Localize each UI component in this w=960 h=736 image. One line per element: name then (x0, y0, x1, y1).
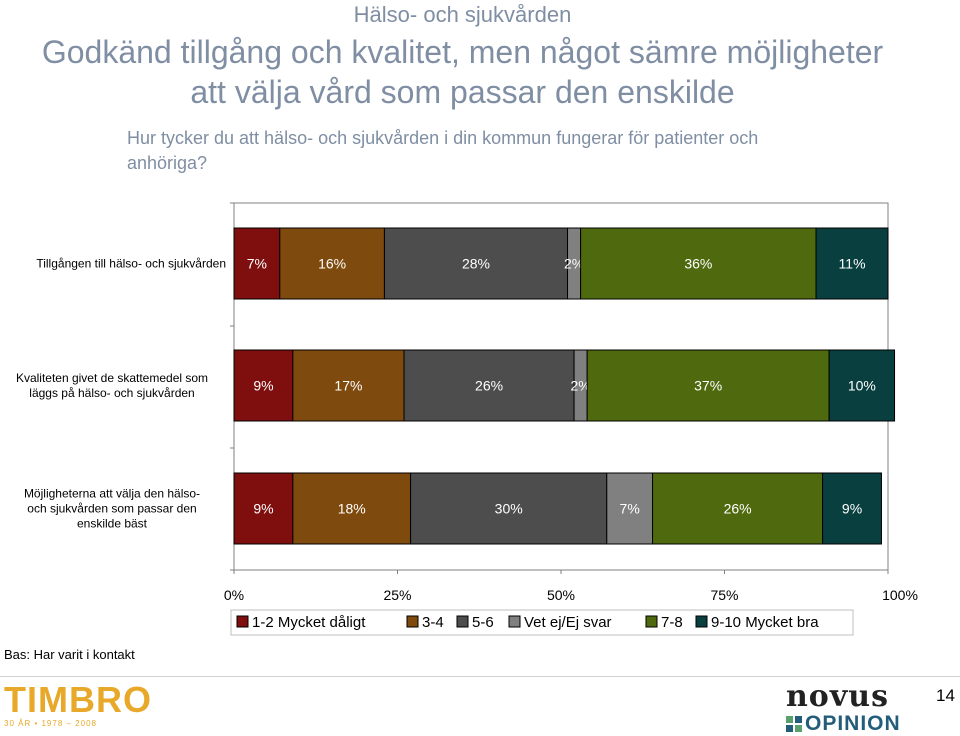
novus-opinion-logo: novus OPINION (786, 682, 916, 736)
survey-question: Hur tycker du att hälso- och sjukvården … (127, 126, 807, 176)
category-label: och sjukvården som passar den (27, 502, 196, 516)
data-label: 26% (724, 501, 752, 517)
headline-line-2: att välja vård som passar den enskilde (190, 74, 735, 110)
category-label: Kvaliteten givet de skattemedel som (16, 371, 208, 385)
novus-wordmark: novus (786, 679, 889, 714)
legend-box (230, 609, 854, 636)
headline: Godkänd tillgång och kvalitet, men något… (0, 32, 925, 112)
section-title: Hälso- och sjukvården (353, 2, 572, 27)
legend-label: 3-4 (422, 614, 444, 631)
question-line-2: anhöriga? (127, 153, 208, 173)
stacked-bar-chart: Tillgången till hälso- och sjukvården 7% 1… (16, 202, 918, 636)
bar-segment (292, 472, 412, 545)
data-label: 7% (247, 256, 267, 272)
timbro-tagline: 30 ÅR • 1978 – 2008 (4, 719, 97, 728)
category-label: Tillgången till hälso- och sjukvården (36, 257, 226, 271)
data-label: 37% (694, 378, 722, 394)
legend-swatch (236, 615, 249, 628)
data-label: 7% (620, 501, 640, 517)
data-label: 2% (564, 256, 584, 272)
bar-segment (279, 227, 385, 300)
legend-label: 9-10 Mycket bra (711, 614, 819, 631)
legend-swatch (456, 615, 469, 628)
category-label: Möjligheterna att välja den hälso- (24, 487, 200, 501)
data-label: 2% (571, 378, 591, 394)
data-label: 18% (338, 501, 366, 517)
bar-segment (403, 349, 575, 422)
data-label: 26% (475, 378, 503, 394)
legend-swatch (508, 615, 521, 628)
bar-segment (815, 227, 889, 300)
bar-segment (383, 227, 569, 300)
legend-label: Vet ej/Ej svar (524, 614, 612, 631)
bar-segment (580, 227, 817, 300)
bar-segment (410, 472, 608, 545)
data-label: 36% (684, 256, 712, 272)
bar-segment (233, 227, 281, 300)
legend-label: 1-2 Mycket dåligt (252, 614, 366, 631)
x-tick-label: 50% (547, 587, 575, 603)
novus-opinion-text: OPINION (805, 712, 901, 735)
novus-dots-icon (786, 716, 802, 732)
page-number: 14 (936, 686, 955, 705)
x-tick-label: 25% (383, 587, 411, 603)
bar-segment (292, 349, 405, 422)
data-label: 28% (462, 256, 490, 272)
data-label: 10% (848, 378, 876, 394)
data-label: 16% (318, 256, 346, 272)
timbro-wordmark: TIMBRO (4, 679, 152, 720)
bar-segment (828, 349, 896, 422)
x-tick-label: 0% (224, 587, 244, 603)
data-label: 9% (253, 501, 273, 517)
data-label: 9% (253, 378, 273, 394)
x-tick-label: 75% (710, 587, 738, 603)
data-label: 11% (839, 256, 866, 272)
x-tick-label: 100% (882, 587, 918, 603)
bar-segment (606, 472, 654, 545)
category-label: läggs på hälso- och sjukvården (29, 386, 194, 400)
legend-swatch (645, 615, 658, 628)
data-label: 17% (334, 378, 362, 394)
legend-label: 7-8 (661, 614, 683, 631)
legend-label: 5-6 (472, 614, 494, 631)
legend-swatch (695, 615, 708, 628)
data-label: 9% (842, 501, 862, 517)
data-label: 30% (495, 501, 523, 517)
base-note: Bas: Har varit i kontakt (4, 647, 135, 662)
category-label: enskilde bäst (77, 517, 148, 531)
question-line-1: Hur tycker du att hälso- och sjukvården … (127, 128, 759, 148)
footer-divider (0, 676, 960, 677)
bar-segment (652, 472, 824, 545)
headline-line-1: Godkänd tillgång och kvalitet, men något… (41, 34, 884, 70)
bar-segment (822, 472, 882, 545)
legend-swatch (406, 615, 419, 628)
timbro-logo: TIMBRO 30 ÅR • 1978 – 2008 (4, 679, 154, 729)
